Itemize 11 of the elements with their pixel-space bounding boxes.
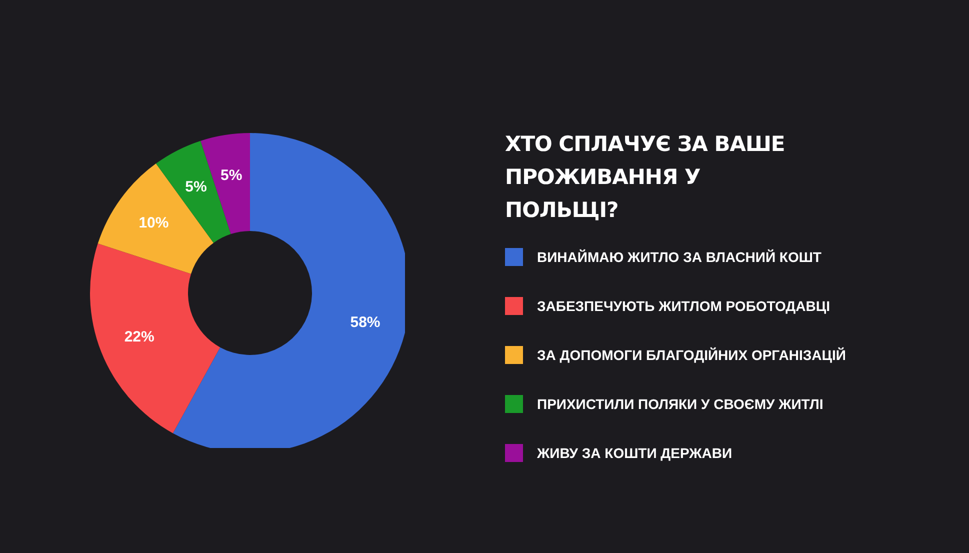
legend-label: ВИНАЙМАЮ ЖИТЛО ЗА ВЛАСНИЙ КОШТ — [537, 248, 822, 264]
data-label: 5% — [185, 178, 207, 196]
legend-label: ПРИХИСТИЛИ ПОЛЯКИ У СВОЄМУ ЖИТЛІ — [537, 396, 824, 412]
text: ХТО СПЛАЧУЄ ЗА ВАШЕ ПРОЖИВАННЯ У ПОЛЬЩІ? — [505, 131, 786, 224]
data-label: 10% — [138, 214, 169, 232]
data-label: 22% — [124, 328, 154, 346]
data-label: 58% — [350, 314, 380, 332]
legend-label: ЗАБЕЗПЕЧУЮТЬ ЖИТЛОМ РОБОТОДАВЦІ — [537, 298, 830, 314]
legend-label: ЗА ДОПОМОГИ БЛАГОДІЙНИХ ОРГАНІЗАЦІЙ — [537, 346, 846, 362]
data-label: 5% — [220, 166, 242, 184]
legend-label: ЖИВУ ЗА КОШТИ ДЕРЖАВИ — [537, 444, 732, 460]
